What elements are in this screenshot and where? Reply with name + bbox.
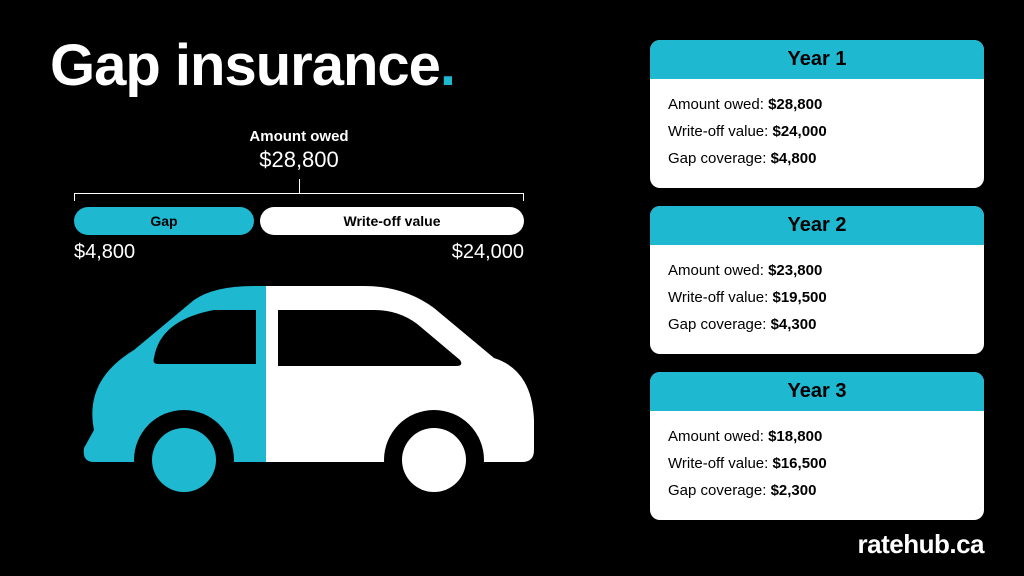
card-row: Amount owed: $18,800 [668,423,966,450]
row-label: Gap coverage: [668,150,771,167]
writeoff-bar: Write-off value [260,207,524,235]
card-row: Amount owed: $23,800 [668,257,966,284]
year-card-title: Year 3 [650,372,984,411]
bar-values-row: $4,800 $24,000 [74,241,524,264]
row-label: Write-off value: [668,455,773,472]
writeoff-value: $24,000 [452,241,524,264]
year-card-body: Amount owed: $18,800 Write-off value: $1… [650,411,984,520]
year-card: Year 3 Amount owed: $18,800 Write-off va… [650,372,984,520]
gap-bar: Gap [74,207,254,235]
page-title: Gap insurance. [50,32,455,99]
brand-logo: ratehub.ca [858,529,985,560]
card-row: Write-off value: $16,500 [668,450,966,477]
row-value: $4,800 [771,150,817,167]
card-row: Gap coverage: $4,800 [668,145,966,172]
gap-value: $4,800 [74,241,135,264]
row-value: $24,000 [773,123,827,140]
row-value: $18,800 [768,428,822,445]
card-row: Write-off value: $24,000 [668,118,966,145]
year-card-body: Amount owed: $23,800 Write-off value: $1… [650,245,984,354]
amount-diagram: Amount owed $28,800 Gap Write-off value … [74,128,524,264]
row-value: $28,800 [768,96,822,113]
amount-owed-label: Amount owed [74,128,524,145]
year-card-body: Amount owed: $28,800 Write-off value: $2… [650,79,984,188]
row-value: $16,500 [773,455,827,472]
row-value: $4,300 [771,316,817,333]
row-label: Gap coverage: [668,316,771,333]
year-card-title: Year 1 [650,40,984,79]
card-row: Amount owed: $28,800 [668,91,966,118]
year-card: Year 2 Amount owed: $23,800 Write-off va… [650,206,984,354]
year-card: Year 1 Amount owed: $28,800 Write-off va… [650,40,984,188]
row-label: Gap coverage: [668,482,771,499]
row-value: $19,500 [773,289,827,306]
card-row: Write-off value: $19,500 [668,284,966,311]
card-row: Gap coverage: $2,300 [668,477,966,504]
row-label: Amount owed: [668,96,768,113]
split-bars: Gap Write-off value [74,207,524,235]
row-label: Amount owed: [668,262,768,279]
bracket-icon [74,179,524,201]
car-icon [64,280,544,510]
row-value: $2,300 [771,482,817,499]
year-cards: Year 1 Amount owed: $28,800 Write-off va… [650,40,984,520]
row-label: Write-off value: [668,289,773,306]
row-label: Amount owed: [668,428,768,445]
row-value: $23,800 [768,262,822,279]
row-label: Write-off value: [668,123,773,140]
card-row: Gap coverage: $4,300 [668,311,966,338]
title-word: Gap insurance [50,33,440,98]
title-dot: . [440,33,455,98]
year-card-title: Year 2 [650,206,984,245]
amount-owed-value: $28,800 [74,147,524,173]
